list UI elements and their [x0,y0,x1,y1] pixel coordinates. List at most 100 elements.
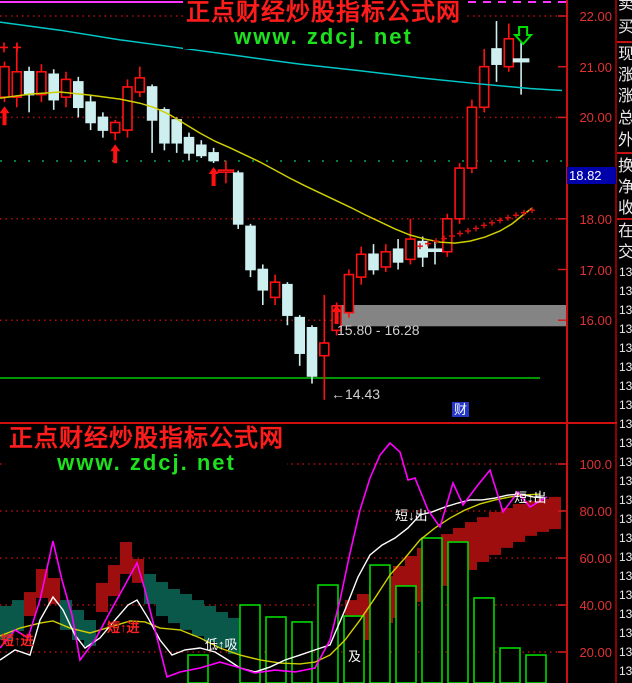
candle-body [109,121,121,134]
candle-body [380,250,392,268]
indicator-block [537,499,549,532]
sidebar-item-9[interactable]: 净 [618,179,632,196]
candle-body [171,119,182,144]
strip-divider [617,218,632,220]
sidebar-item-8[interactable]: 换 [618,158,632,175]
time-label: 13 [619,474,632,488]
chart-annotation: 低↑吸 [205,637,238,652]
volume-bar [421,537,443,683]
candle-body [355,253,367,278]
indicator-axis-label: 20.00 [579,645,612,660]
watermark-site-name: 正点财经炒股指标公式网 [186,0,461,26]
candle-body [269,281,281,299]
watermark-site-url: www. zdcj. net [234,23,413,49]
time-label: 13 [619,607,632,621]
candle-body [466,106,478,169]
time-label: 13 [619,588,632,602]
indicator-block [180,593,192,630]
time-label: 13 [619,455,632,469]
volume-bar [395,585,417,683]
candle-body [318,342,330,357]
indicator-block [144,573,156,605]
candle-body [134,77,146,93]
indicator-block [24,592,36,617]
candle-body [60,78,72,98]
watermark-site-name: 正点财经炒股指标公式网 [9,425,284,452]
strip-divider [617,152,632,154]
indicator-block [168,589,180,624]
sidebar-item-1[interactable]: 卖 [618,0,632,13]
chart-annotation: 短↓出 [514,490,547,505]
candle-body [405,238,416,261]
indicator-axis-label: 60.00 [579,551,612,566]
candle-body [257,268,269,291]
time-label: 13 [619,664,632,678]
candle-body [441,218,453,253]
candle-body [48,73,60,101]
sidebar-item-6[interactable]: 总 [618,110,632,127]
indicator-block [489,511,501,555]
time-label: 13 [619,379,632,393]
indicator-block [228,617,240,655]
candle-body [159,108,170,144]
indicator-block [48,577,60,605]
time-label: 13 [619,398,632,412]
indicator-line-white [0,493,546,673]
sidebar-item-3[interactable]: 现 [618,46,632,63]
volume-bar [239,604,261,683]
indicator-block [525,500,537,536]
sidebar-item-7[interactable]: 外 [618,132,632,149]
sidebar-item-11[interactable]: 在 [618,223,632,240]
candle-body [85,101,96,124]
candle-body [282,283,293,316]
signal-text-badge: 财 [452,402,470,417]
indicator-line-yellow [0,493,541,665]
candle-body [512,58,530,63]
price-axis-label: 20.00 [579,110,612,126]
buy-arrow-icon [208,167,219,187]
sidebar-item-2[interactable]: 买 [618,19,632,36]
watermark-bottom: 正点财经炒股指标公式网 www. zdcj. net [6,425,287,475]
watermark-top: 正点财经炒股指标公式网 www. zdcj. net [183,0,464,49]
indicator-block [156,581,168,617]
sidebar-item-5[interactable]: 涨 [618,88,632,105]
indicator-axis-label: 100.0 [579,457,612,472]
volume-bar [447,541,469,683]
candle-body [426,248,444,253]
indicator-axis-label: 80.00 [579,504,612,519]
sidebar-item-12[interactable]: 交 [618,244,632,261]
chart-annotation: 15.80 - 16.28 [337,322,420,338]
sidebar-item-4[interactable]: 涨 [618,67,632,84]
time-label: 13 [619,265,632,279]
chart-annotation: 短↓出 [395,508,428,523]
candle-body [0,65,10,98]
candle-body [343,273,355,314]
indicator-block [501,507,513,548]
chart-annotation: 短↑进 [1,633,34,648]
indicator-block [216,612,228,649]
sidebar-item-10[interactable]: 收 [618,200,632,217]
buy-arrow-icon [0,106,10,126]
time-label: 13 [619,645,632,659]
indicator-block [108,565,120,597]
time-label: 13 [619,341,632,355]
chart-annotation: 短↑进 [107,620,140,635]
time-label: 13 [619,626,632,640]
buy-arrow-icon [110,144,121,164]
indicator-block [549,496,561,530]
candle-body [478,65,490,109]
price-axis-label: 22.00 [579,9,612,24]
volume-bar [369,564,391,683]
candle-body [208,152,219,162]
candle-body [294,316,306,354]
time-label: 13 [619,417,632,431]
time-label: 13 [619,493,632,507]
time-label: 13 [619,322,632,336]
time-label: 13 [619,284,632,298]
price-axis-label: 21.00 [579,59,612,75]
ma-line-yellow [0,91,533,244]
indicator-block [0,605,12,641]
chart-annotation: 及 [348,649,362,664]
